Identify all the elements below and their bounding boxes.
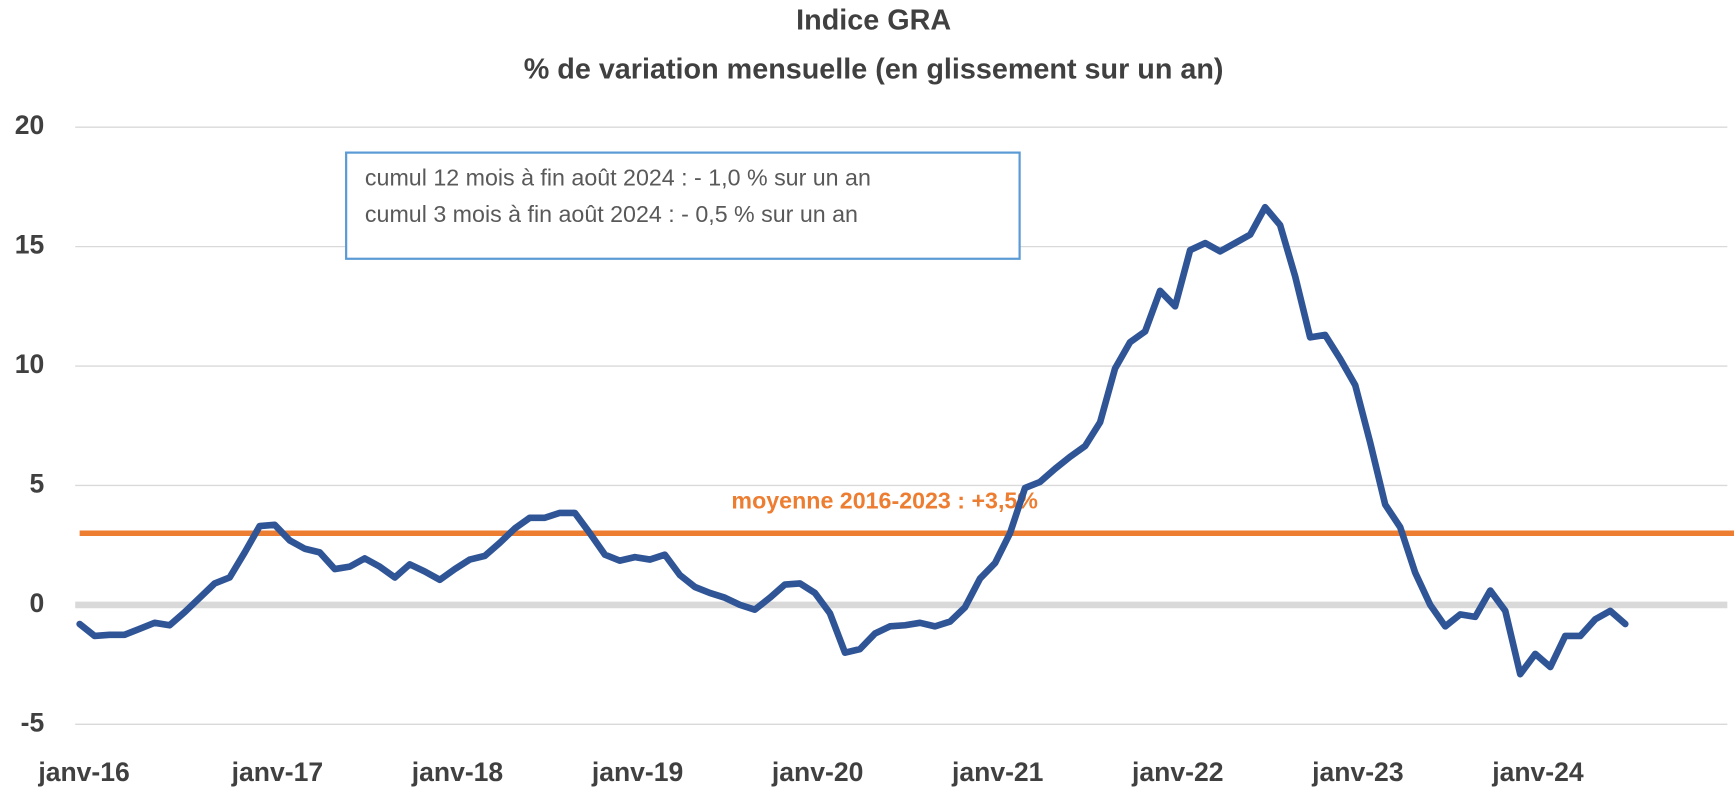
reference-label: moyenne 2016-2023 : +3,5% [731,487,1038,513]
y-tick-label: 5 [29,468,44,498]
chart-subtitle: % de variation mensuelle (en glissement … [524,53,1224,85]
x-tick-label: janv-19 [591,757,683,787]
x-tick-label: janv-16 [37,757,129,787]
y-tick-label: -5 [21,707,45,737]
x-tick-label: janv-17 [231,757,323,787]
x-tick-label: janv-21 [951,757,1044,787]
x-tick-label: janv-23 [1311,757,1403,787]
x-tick-label: janv-18 [411,757,503,787]
y-tick-label: 15 [15,230,45,260]
x-tick-label: janv-24 [1491,757,1584,787]
annotation: cumul 3 mois à fin août 2024 : - 0,5 % s… [365,201,858,227]
x-tick-label: janv-20 [771,757,863,787]
chart-title: Indice GRA [796,5,951,37]
y-tick-label: 10 [15,349,45,379]
annotation-box [345,151,1021,260]
y-tick-label: 0 [29,588,44,618]
y-tick-label: 20 [15,110,45,140]
annotation: cumul 12 mois à fin août 2024 : - 1,0 % … [365,164,871,190]
x-tick-label: janv-22 [1131,757,1223,787]
data-line [76,203,1629,678]
